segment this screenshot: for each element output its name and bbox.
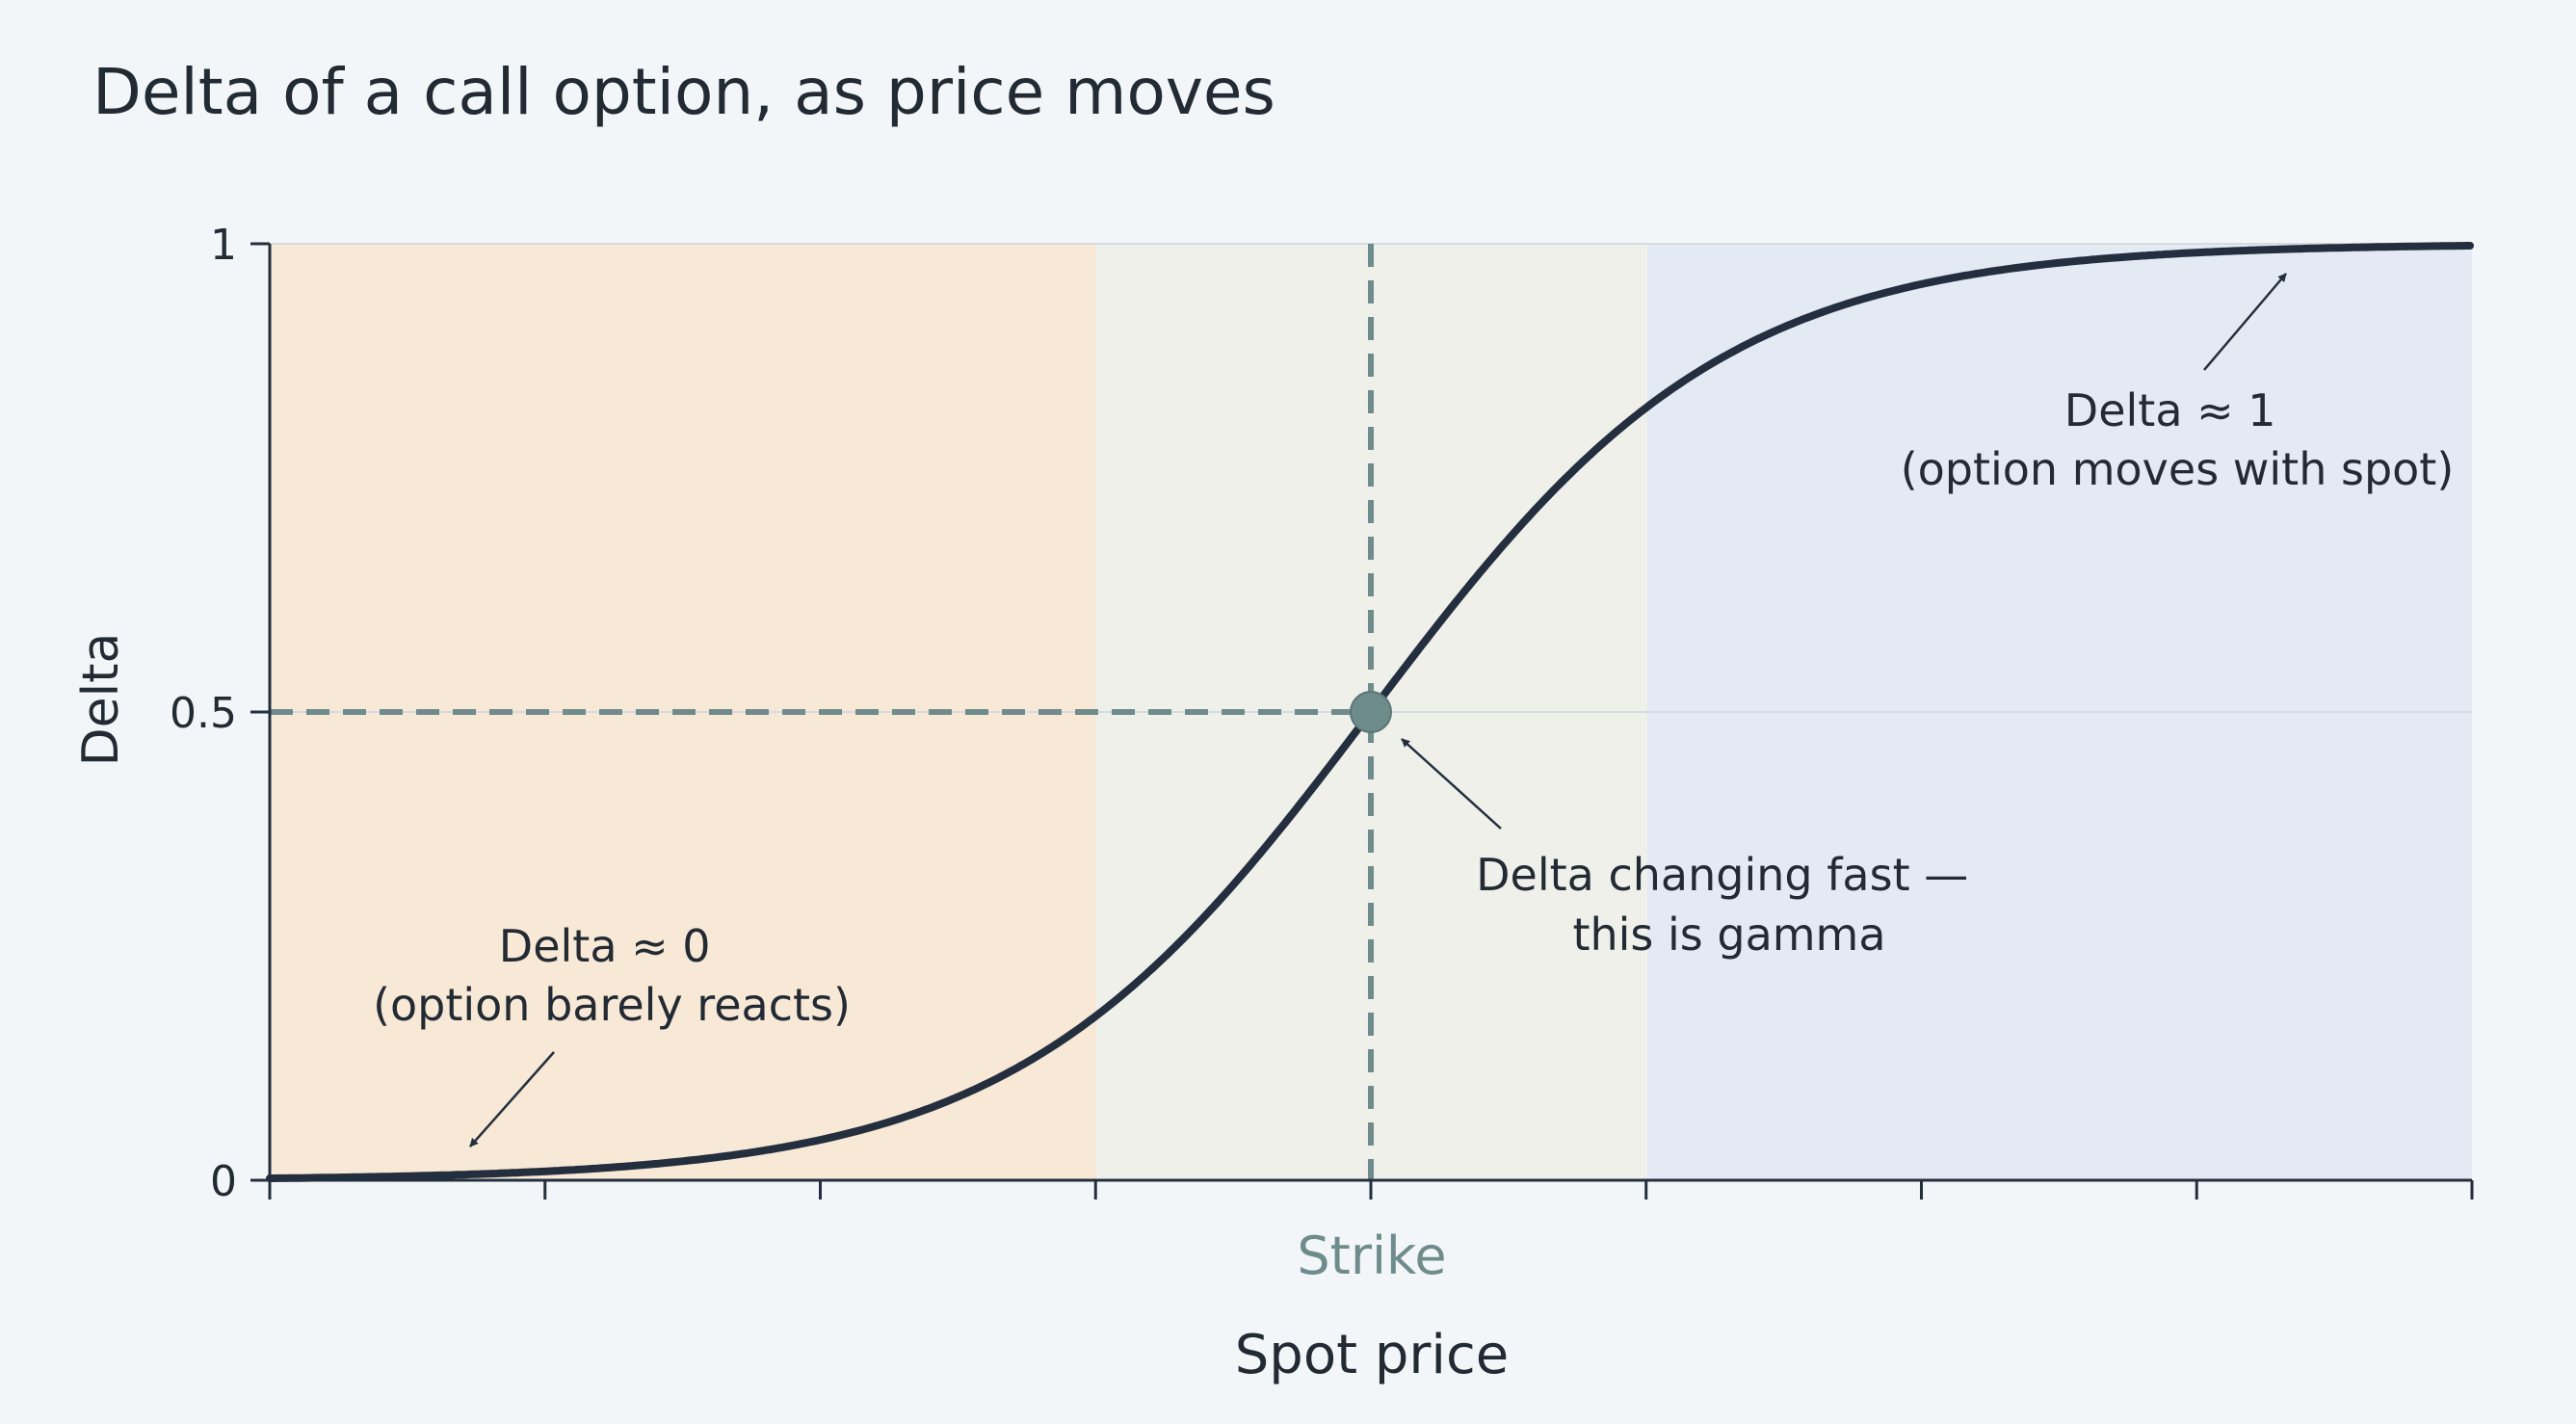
x-axis-label: Spot price — [1235, 1324, 1509, 1386]
y-tick-label-0: 0 — [210, 1157, 237, 1206]
y-ticks: 00.51 — [170, 221, 270, 1206]
x-ticks — [268, 1180, 2474, 1200]
annotation-delta-one: Delta ≈ 1 (option moves with spot) — [1901, 384, 2455, 495]
y-tick-label-1: 0.5 — [170, 689, 237, 738]
strike-point-marker — [1350, 691, 1392, 733]
arrow-delta-one — [2203, 273, 2287, 371]
annotation-gamma: Delta changing fast — this is gamma — [1476, 849, 1983, 961]
chart-title: Delta of a call option, as price moves — [92, 55, 1275, 129]
arrow-delta-zero — [469, 1051, 555, 1147]
y-axis-label: Delta — [72, 633, 130, 767]
arrow-gamma — [1401, 738, 1502, 830]
y-tick-label-2: 1 — [210, 221, 237, 270]
annotation-delta-zero: Delta ≈ 0 (option barely reacts) — [373, 920, 851, 1031]
strike-label: Strike — [1297, 1226, 1446, 1286]
